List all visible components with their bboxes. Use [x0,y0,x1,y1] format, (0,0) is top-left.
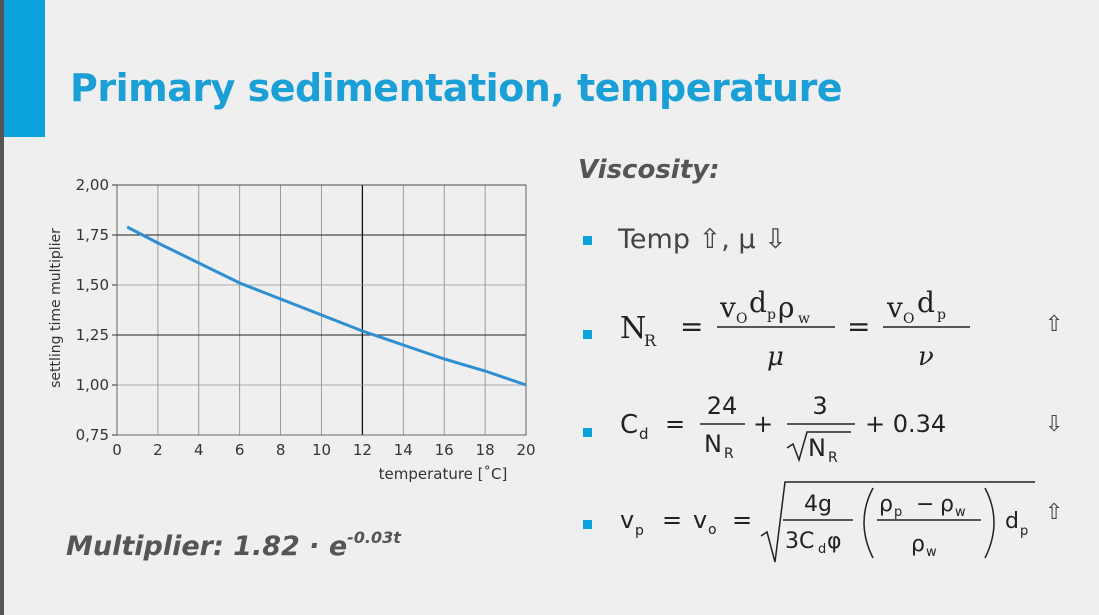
x-tick-label: 4 [194,441,204,459]
bullet-1 [583,236,592,245]
den1-mu: μ [767,342,784,372]
temp-label: Temp [618,224,690,255]
cd-sub: d [639,425,649,443]
eq-sign-1: = [680,310,703,343]
t2-den: N [808,434,826,462]
frac-num: 4g [804,492,832,517]
in-num-sub-p: p [894,505,902,520]
y-tick-label: 1,75 [76,226,109,244]
left-edge-bar [0,0,4,615]
accent-block [4,0,45,137]
vp-eq-sign-2: = [732,506,752,534]
nr-arrow-up-icon: ⇧ [1045,312,1064,337]
x-tick-label: 12 [353,441,372,459]
vp-sub: p [635,523,644,539]
num1-v: v [719,291,736,324]
vo-symbol: v [693,506,707,534]
mu-label: , μ [721,224,756,255]
tail-sub-p: p [1020,524,1028,539]
x-tick-label: 8 [276,441,286,459]
y-tick-label: 2,00 [76,176,109,194]
y-tick-label: 0,75 [76,426,109,444]
frac-den-sub: d [818,542,826,557]
cd-symbol: C [620,410,638,440]
cd-constant: + 0.34 [865,410,946,438]
x-tick-label: 6 [235,441,245,459]
y-tick-label: 1,50 [76,276,109,294]
t2-den-sub: R [828,450,838,466]
x-tick-label: 0 [112,441,122,459]
temp-viscosity-line: Temp ⇧, μ ⇩ [618,224,787,255]
slide-title: Primary sedimentation, temperature [70,66,843,110]
num2-v: v [886,291,903,324]
arrow-up-icon: ⇧ [698,224,722,255]
multiplier-exponent: -0.03t [347,528,401,547]
cd-plus: + [753,410,773,438]
num1-rho: ρ [778,291,794,324]
settling-velocity-equation: v p = v o = 4g 3C d φ ρ p − ρ w ρ w d p [620,481,1035,563]
y-tick-label: 1,25 [76,326,109,344]
tail-d: d [1005,509,1019,534]
in-num-rho: ρ [879,492,893,517]
x-tick-labels: 0 2 4 6 8 10 12 14 16 18 20 [112,441,535,459]
vp-eq-sign-1: = [662,506,682,534]
num1-d: d [749,288,767,319]
y-tick-labels: 0,75 1,00 1,25 1,50 1,75 2,00 [76,176,109,444]
arrow-down-icon: ⇩ [764,224,787,255]
cd-arrow-down-icon: ⇩ [1045,412,1064,437]
t2-num: 3 [812,392,827,420]
den2-nu: ν [918,342,934,372]
in-num2-sub-w: w [955,505,966,520]
series-line [126,225,527,387]
bullet-2 [583,330,592,339]
num2-d: d [917,288,935,319]
bullet-3 [583,428,592,437]
x-tick-label: 14 [394,441,413,459]
multiplier-text: Multiplier: 1.82 · e [66,531,348,562]
x-axis-label: temperature [˚C] [379,465,508,483]
chart-grid [112,184,527,436]
num2-sub-o: O [903,311,914,327]
num2-sub-p: p [937,307,946,323]
x-tick-label: 2 [153,441,163,459]
in-den-rho: ρ [911,532,925,557]
drag-coefficient-equation: C d = 24 N R + 3 N R + 0.34 [620,392,946,466]
x-tick-label: 10 [312,441,331,459]
vo-sub: o [708,522,717,538]
in-den-sub-w: w [926,545,937,560]
cd-eq-sign: = [665,410,685,438]
in-num2-rho: ρ [940,492,954,517]
reynolds-equation: N R = v O d p ρ w μ = v O d p ν [620,288,970,372]
nr-symbol: N [620,311,646,346]
x-tick-label: 20 [516,441,535,459]
y-axis-label: settling time multiplier [48,228,64,388]
eq-sign-2: = [847,310,870,343]
t1-den-sub: R [724,446,734,462]
viscosity-heading: Viscosity: [578,155,720,185]
frac-den: 3C [785,529,814,554]
vp-symbol: v [620,506,634,534]
bullet-4 [583,520,592,529]
x-tick-label: 18 [476,441,495,459]
nr-sub: R [644,331,657,350]
num1-sub-o: O [736,311,747,327]
plot-frame [116,184,527,436]
num1-sub-p: p [767,307,776,323]
t1-den: N [704,430,722,458]
vp-arrow-up-icon: ⇧ [1045,500,1064,525]
in-minus: − [916,492,934,517]
temperature-multiplier-chart: 0,75 1,00 1,25 1,50 1,75 2,00 0 2 4 6 8 10 12 14 16 18… [48,176,536,483]
y-tick-label: 1,00 [76,376,109,394]
t1-num: 24 [707,392,738,420]
x-tick-label: 16 [435,441,454,459]
num1-sub-w: w [798,311,810,327]
frac-den-phi: φ [827,529,842,554]
multiplier-formula: Multiplier: 1.82 · e-0.03t [66,528,401,562]
